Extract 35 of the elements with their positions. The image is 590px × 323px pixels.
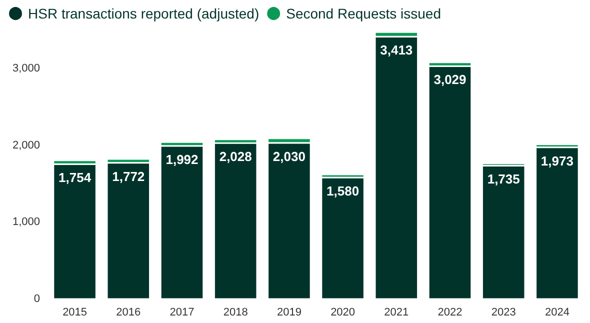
data-label: 1,580 [326,184,360,199]
x-tick-label: 2017 [170,306,194,318]
bar [536,147,579,299]
bar [53,164,96,299]
y-tick-label: 1,000 [12,216,40,228]
bar [214,143,258,299]
x-tick-label: 2023 [491,306,516,318]
data-label: 1,992 [166,152,198,167]
bar [321,178,364,299]
legend-label: Second Requests issued [286,6,441,22]
y-tick-label: 3,000 [12,62,40,74]
data-label: 2,030 [272,148,306,164]
x-tick-label: 2016 [116,306,141,318]
y-tick-label: 0 [34,293,40,305]
legend-label: HSR transactions reported (adjusted) [28,6,260,22]
bar [482,166,526,299]
bar [428,66,472,299]
bar [268,142,311,299]
data-label: 1,735 [487,172,520,187]
data-label: 3,413 [380,42,413,58]
x-tick-label: 2019 [276,306,302,318]
x-tick-label: 2021 [384,306,409,318]
x-tick-label: 2015 [62,306,88,318]
x-tick-label: 2024 [544,306,570,318]
data-label: 3,029 [434,72,466,88]
y-tick-label: 2,000 [12,139,40,152]
data-label: 1,754 [58,170,92,186]
x-tick-label: 2018 [223,306,248,318]
bar [160,146,204,299]
data-label: 1,973 [540,153,574,168]
data-label: 2,028 [219,149,252,164]
x-tick-label: 2022 [438,306,462,318]
bar [106,162,150,299]
data-label: 1,772 [112,168,145,184]
x-tick-label: 2020 [330,306,356,318]
